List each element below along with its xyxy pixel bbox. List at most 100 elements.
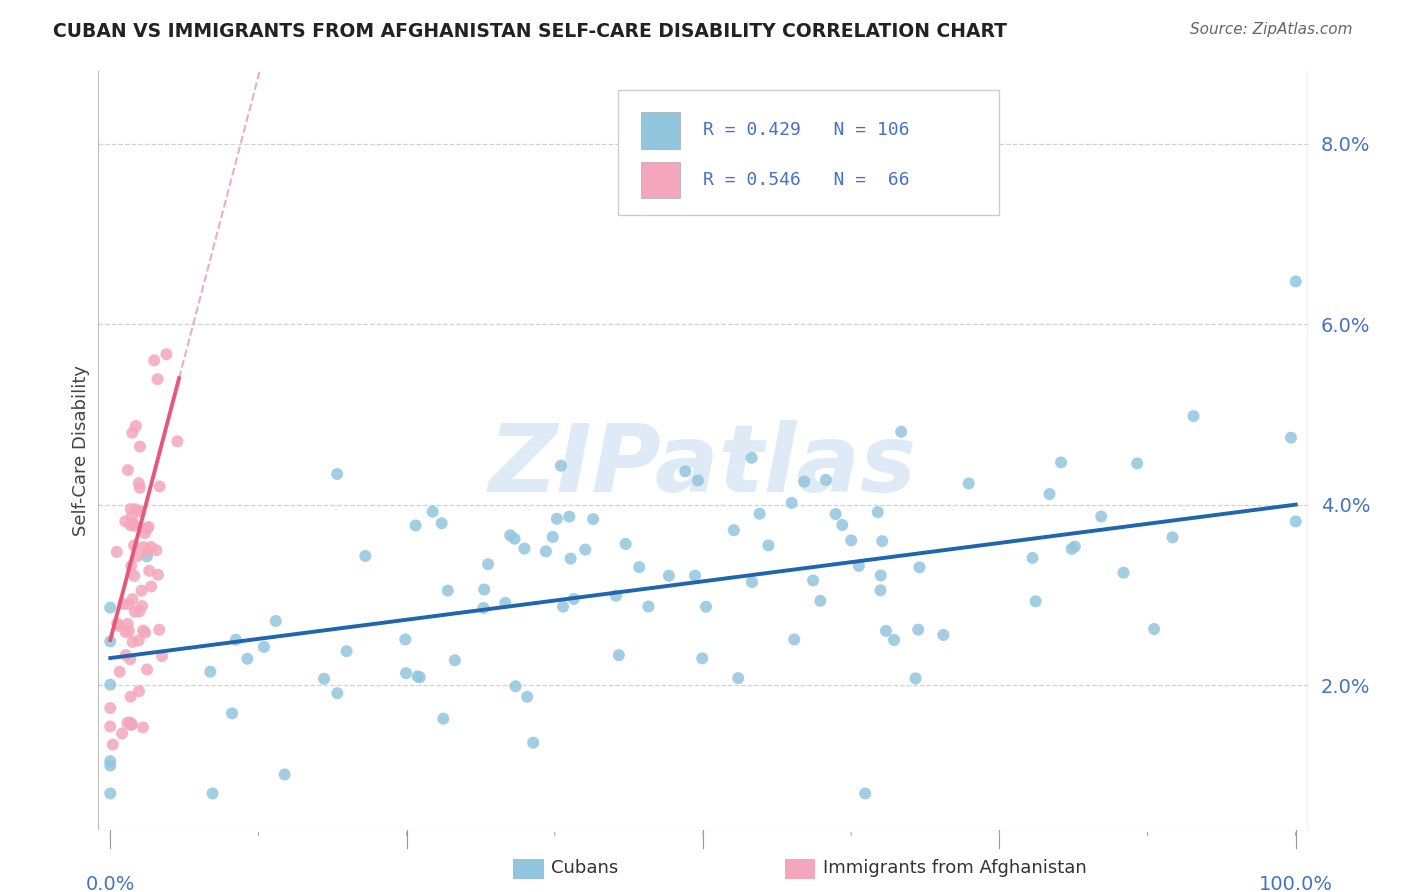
Point — [503, 532, 526, 546]
Point — [848, 558, 870, 573]
Point — [118, 597, 141, 611]
Point — [869, 568, 891, 582]
Point — [118, 624, 141, 638]
Point — [105, 545, 128, 559]
Point — [686, 474, 709, 488]
Point — [1161, 530, 1184, 544]
Point — [605, 589, 627, 603]
Point — [120, 718, 142, 732]
Point — [866, 505, 889, 519]
Point — [690, 651, 713, 665]
Point — [783, 632, 806, 647]
Point — [326, 467, 349, 481]
Point — [683, 568, 706, 582]
Point — [132, 624, 155, 638]
Point — [522, 736, 544, 750]
Point — [499, 528, 522, 542]
Point — [870, 534, 893, 549]
Point — [120, 559, 142, 574]
Point — [614, 537, 637, 551]
Point — [550, 458, 572, 473]
Point — [932, 628, 955, 642]
Point — [1090, 509, 1112, 524]
Point — [695, 599, 717, 614]
Point — [148, 623, 170, 637]
Point — [430, 516, 453, 531]
Point — [121, 592, 143, 607]
Text: Source: ZipAtlas.com: Source: ZipAtlas.com — [1189, 22, 1353, 37]
Point — [145, 543, 167, 558]
Point — [122, 569, 145, 583]
Point — [201, 787, 224, 801]
Point — [129, 504, 152, 518]
Point — [562, 592, 585, 607]
Point — [723, 523, 745, 537]
Point — [273, 767, 295, 781]
Point — [814, 473, 837, 487]
Point — [122, 516, 145, 531]
Point — [406, 669, 429, 683]
Point — [673, 464, 696, 478]
Point — [114, 625, 136, 640]
Point — [505, 679, 527, 693]
Point — [869, 583, 891, 598]
Point — [1025, 594, 1047, 608]
Point — [120, 690, 142, 704]
Point — [890, 425, 912, 439]
Point — [1126, 457, 1149, 471]
Point — [131, 583, 153, 598]
Text: CUBAN VS IMMIGRANTS FROM AFGHANISTAN SELF-CARE DISABILITY CORRELATION CHART: CUBAN VS IMMIGRANTS FROM AFGHANISTAN SEL… — [53, 22, 1008, 41]
Point — [117, 616, 139, 631]
Point — [780, 496, 803, 510]
Point — [98, 754, 121, 768]
Point — [808, 594, 831, 608]
Point — [111, 726, 134, 740]
Point — [124, 518, 146, 533]
Point — [883, 632, 905, 647]
Point — [120, 652, 142, 666]
Point — [1285, 515, 1308, 529]
Point — [124, 502, 146, 516]
Point — [801, 574, 824, 588]
Point — [853, 787, 876, 801]
Point — [875, 624, 897, 638]
Point — [117, 716, 139, 731]
Point — [120, 518, 142, 533]
Point — [122, 539, 145, 553]
Point — [546, 512, 568, 526]
Point — [146, 372, 169, 386]
Bar — [641, 161, 681, 198]
Text: Immigrants from Afghanistan: Immigrants from Afghanistan — [823, 859, 1087, 877]
Point — [831, 518, 853, 533]
Point — [121, 717, 143, 731]
Point — [409, 670, 432, 684]
Point — [472, 601, 495, 615]
Point — [477, 558, 499, 572]
Point — [98, 701, 121, 715]
Point — [135, 549, 157, 564]
Point — [200, 665, 222, 679]
Point — [727, 671, 749, 685]
Point — [121, 509, 143, 524]
Point — [225, 632, 247, 647]
Point — [128, 684, 150, 698]
Point — [115, 648, 138, 662]
Point — [443, 653, 465, 667]
Point — [221, 706, 243, 721]
Point — [741, 450, 763, 465]
Point — [121, 635, 143, 649]
Point — [108, 619, 131, 633]
Point — [132, 720, 155, 734]
Point — [125, 419, 148, 434]
Bar — [641, 112, 681, 149]
Point — [264, 614, 287, 628]
Point — [132, 540, 155, 554]
Point — [114, 514, 136, 528]
Point — [136, 544, 159, 558]
Point — [394, 632, 416, 647]
Point — [129, 440, 152, 454]
Point — [405, 518, 427, 533]
Point — [432, 712, 454, 726]
Point — [98, 758, 121, 772]
Point — [143, 353, 166, 368]
